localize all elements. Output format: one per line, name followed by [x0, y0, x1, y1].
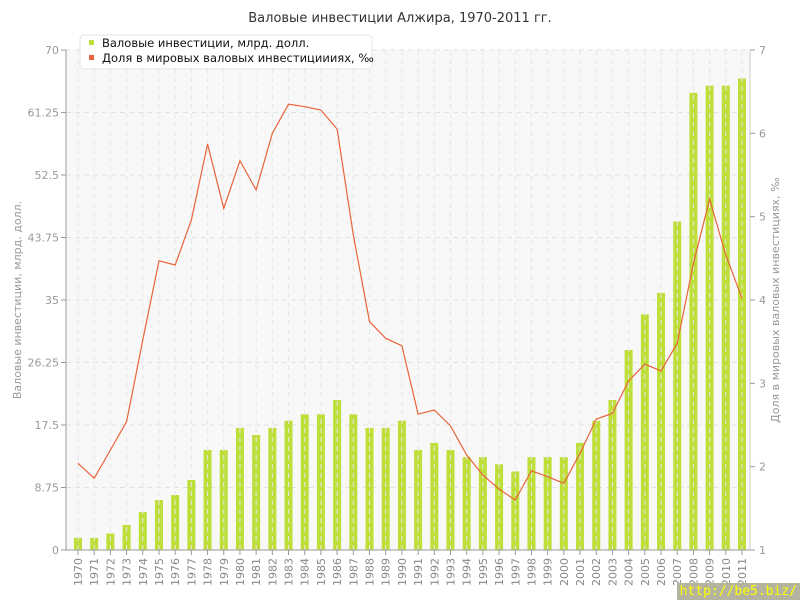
- y-tick-label: 61.25: [28, 107, 60, 120]
- x-tick-label: 1993: [444, 558, 457, 586]
- x-tick-label: 2002: [590, 558, 603, 586]
- chart-title: Валовые инвестиции Алжира, 1970-2011 гг.: [248, 11, 552, 26]
- bar-1988: [365, 427, 374, 550]
- x-tick-label: 1985: [315, 558, 328, 586]
- bar-1972: [106, 533, 115, 550]
- x-tick-label: 2005: [639, 558, 652, 586]
- bar-1975: [154, 500, 163, 550]
- bar-1989: [381, 427, 390, 550]
- y2-tick-label: 3: [759, 377, 766, 390]
- x-tick-label: 1977: [185, 558, 198, 586]
- x-tick-label: 1970: [72, 558, 85, 586]
- x-tick-label: 1986: [331, 558, 344, 586]
- legend-label-bars: Валовые инвестиции, млрд. долл.: [102, 36, 309, 50]
- y2-axis-label: Доля в мировых валовых инвестициях, ‰: [769, 177, 782, 423]
- y-tick-label: 70: [45, 44, 59, 57]
- x-tick-label: 2011: [736, 558, 749, 586]
- x-tick-label: 1976: [169, 558, 182, 586]
- x-tick-label: 2001: [574, 558, 587, 586]
- y-tick-label: 0: [52, 544, 59, 557]
- y-tick-label: 35: [45, 294, 59, 307]
- watermark[interactable]: http://be5.biz/: [676, 583, 800, 600]
- x-tick-label: 1979: [218, 558, 231, 586]
- x-tick-label: 1974: [137, 558, 150, 586]
- x-tick-label: 1996: [493, 558, 506, 586]
- x-tick-label: 1978: [202, 558, 215, 586]
- vertical-grid: [77, 50, 743, 550]
- x-tick-label: 2008: [687, 558, 700, 586]
- legend-swatch-bars: [89, 40, 94, 45]
- y-tick-label: 26.25: [28, 357, 60, 370]
- bar-1971: [90, 537, 99, 550]
- legend-label-line: Доля в мировых валовых инвестициииях, ‰: [102, 51, 374, 65]
- x-tick-label: 2006: [655, 558, 668, 586]
- bar-1970: [74, 537, 82, 550]
- y-axis-label: Валовые инвестиции, млрд. долл.: [11, 201, 24, 399]
- x-tick-label: 1975: [153, 558, 166, 586]
- x-tick-label: 1990: [396, 558, 409, 586]
- bar-1977: [187, 480, 196, 550]
- x-tick-label: 1984: [299, 558, 312, 586]
- x-tick-label: 1994: [461, 558, 474, 586]
- x-tick-label: 1988: [364, 558, 377, 586]
- y-tick-label: 17.5: [35, 419, 60, 432]
- x-tick-label: 2010: [720, 558, 733, 586]
- y2-tick-label: 7: [759, 44, 766, 57]
- y2-tick-label: 1: [759, 544, 766, 557]
- legend[interactable]: Валовые инвестиции, млрд. долл. Доля в м…: [79, 34, 374, 70]
- x-tick-label: 1992: [428, 558, 441, 586]
- bar-1992: [430, 442, 439, 550]
- y-tick-label: 8.75: [35, 482, 60, 495]
- legend-swatch-line: [89, 55, 94, 60]
- x-tick-label: 1981: [250, 558, 263, 586]
- x-tick-label: 1998: [525, 558, 538, 586]
- x-tick-label: 2009: [704, 558, 717, 586]
- bar-2009: [705, 85, 714, 550]
- bar-2001: [576, 442, 585, 550]
- x-tick-label: 1995: [477, 558, 490, 586]
- x-tick-label: 2000: [558, 558, 571, 586]
- bar-1982: [268, 427, 277, 550]
- x-tick-label: 1972: [104, 558, 117, 586]
- x-tick-label: 1973: [121, 558, 134, 586]
- x-tick-label: 1989: [380, 558, 393, 586]
- y-tick-label: 43.75: [28, 232, 60, 245]
- x-tick-label: 2003: [606, 558, 619, 586]
- x-tick-label: 1971: [88, 558, 101, 586]
- y2-tick-label: 5: [759, 211, 766, 224]
- x-tick-label: 1999: [542, 558, 555, 586]
- bar-1980: [235, 427, 244, 550]
- y2-tick-label: 2: [759, 461, 766, 474]
- x-tick-label: 1983: [283, 558, 296, 586]
- bar-2010: [721, 85, 730, 550]
- bar-1996: [495, 464, 504, 550]
- y2-tick-label: 6: [759, 127, 766, 140]
- x-tick-label: 1980: [234, 558, 247, 586]
- x-tick-label: 1991: [412, 558, 425, 586]
- x-tick-label: 2007: [671, 558, 684, 586]
- x-tick-label: 1997: [509, 558, 522, 586]
- y2-tick-label: 4: [759, 294, 766, 307]
- x-tick-label: 1987: [347, 558, 360, 586]
- x-tick-label: 2004: [623, 558, 636, 586]
- x-tick-label: 1982: [266, 558, 279, 586]
- y-tick-label: 52.5: [35, 169, 60, 182]
- share-line: [77, 103, 743, 501]
